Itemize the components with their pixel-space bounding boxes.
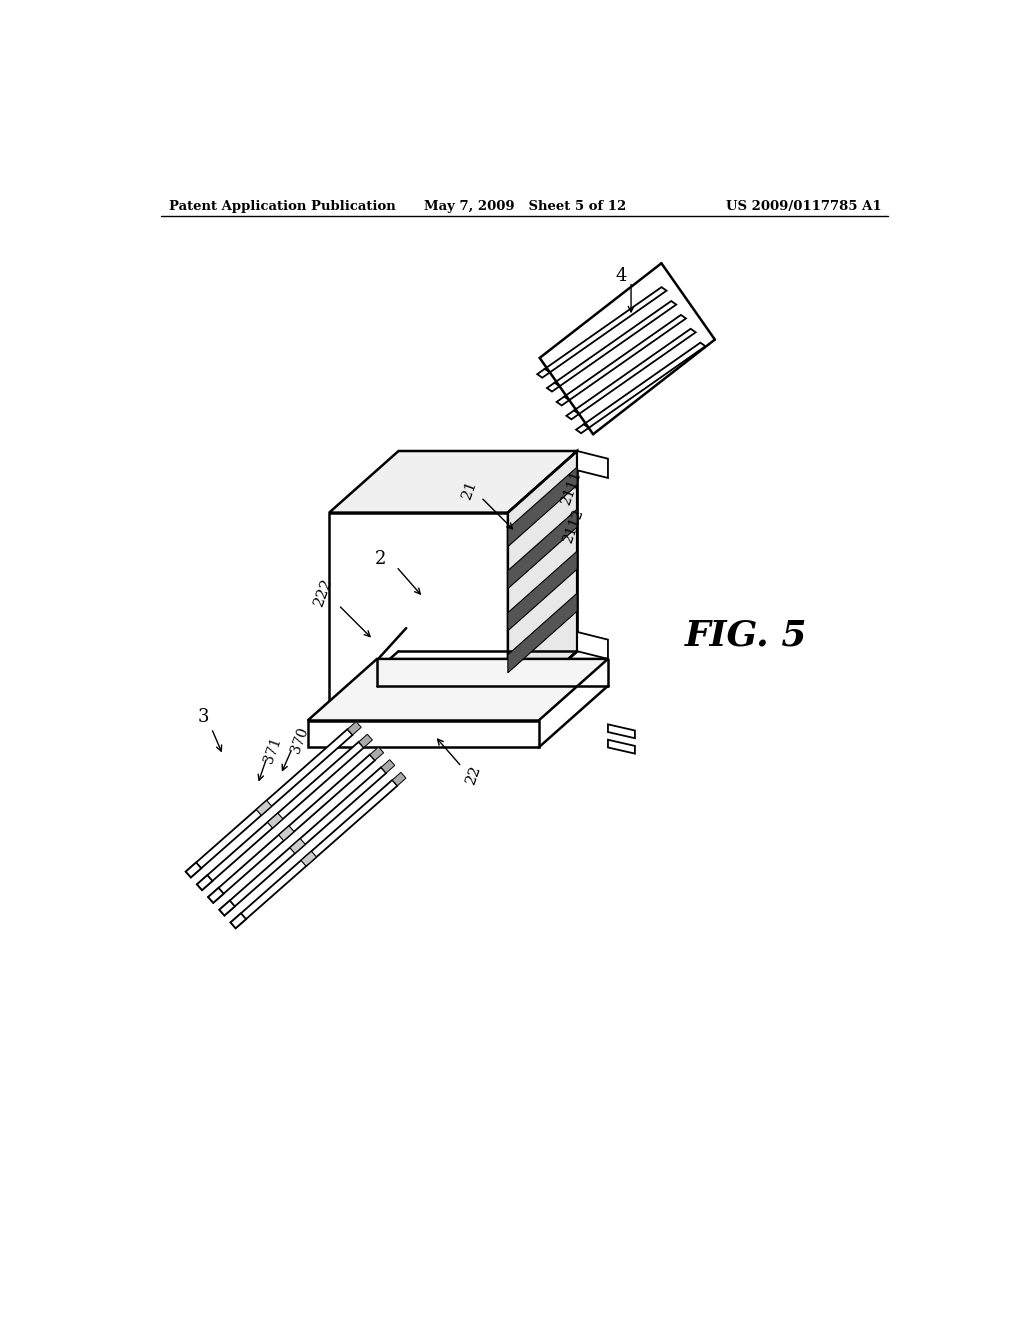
Polygon shape xyxy=(578,632,608,659)
Polygon shape xyxy=(577,424,589,433)
Polygon shape xyxy=(545,288,667,372)
Polygon shape xyxy=(508,510,578,589)
Polygon shape xyxy=(573,329,695,414)
Polygon shape xyxy=(197,742,364,890)
Text: 21: 21 xyxy=(460,478,479,502)
Polygon shape xyxy=(219,767,386,916)
Polygon shape xyxy=(578,451,608,478)
Text: 222: 222 xyxy=(311,576,335,609)
Text: Patent Application Publication: Patent Application Publication xyxy=(169,199,396,213)
Text: 22: 22 xyxy=(463,763,483,785)
Polygon shape xyxy=(358,734,373,747)
Polygon shape xyxy=(307,721,539,747)
Text: 2111: 2111 xyxy=(558,469,584,507)
Text: US 2009/0117785 A1: US 2009/0117785 A1 xyxy=(726,199,882,213)
Polygon shape xyxy=(185,729,352,878)
Polygon shape xyxy=(508,552,578,631)
Polygon shape xyxy=(608,725,635,738)
Polygon shape xyxy=(290,838,305,854)
Polygon shape xyxy=(508,467,578,546)
Polygon shape xyxy=(219,900,234,916)
Text: 371: 371 xyxy=(262,735,284,764)
Polygon shape xyxy=(555,301,676,387)
Polygon shape xyxy=(330,512,508,713)
Polygon shape xyxy=(347,722,361,735)
Polygon shape xyxy=(256,800,271,816)
Polygon shape xyxy=(330,451,578,512)
Polygon shape xyxy=(208,888,223,903)
Polygon shape xyxy=(508,593,578,673)
Polygon shape xyxy=(185,862,202,878)
Text: 2: 2 xyxy=(375,550,386,568)
Polygon shape xyxy=(547,383,559,392)
Polygon shape xyxy=(381,759,395,774)
Text: 4: 4 xyxy=(615,267,627,285)
Text: May 7, 2009   Sheet 5 of 12: May 7, 2009 Sheet 5 of 12 xyxy=(424,199,626,213)
Text: 2112: 2112 xyxy=(561,507,586,545)
Text: FIG. 5: FIG. 5 xyxy=(685,619,808,653)
Polygon shape xyxy=(566,411,579,420)
Polygon shape xyxy=(557,396,569,405)
Polygon shape xyxy=(208,755,375,903)
Polygon shape xyxy=(267,813,283,828)
Polygon shape xyxy=(508,451,578,713)
Polygon shape xyxy=(584,343,706,428)
Polygon shape xyxy=(197,875,212,890)
Polygon shape xyxy=(564,315,686,400)
Polygon shape xyxy=(608,739,635,754)
Polygon shape xyxy=(230,780,397,928)
Polygon shape xyxy=(392,772,406,785)
Polygon shape xyxy=(301,851,316,866)
Polygon shape xyxy=(279,826,294,841)
Polygon shape xyxy=(230,913,246,928)
Polygon shape xyxy=(370,747,384,760)
Polygon shape xyxy=(538,368,550,378)
Polygon shape xyxy=(307,659,608,721)
Text: 370: 370 xyxy=(289,725,311,755)
Text: 3: 3 xyxy=(198,708,210,726)
